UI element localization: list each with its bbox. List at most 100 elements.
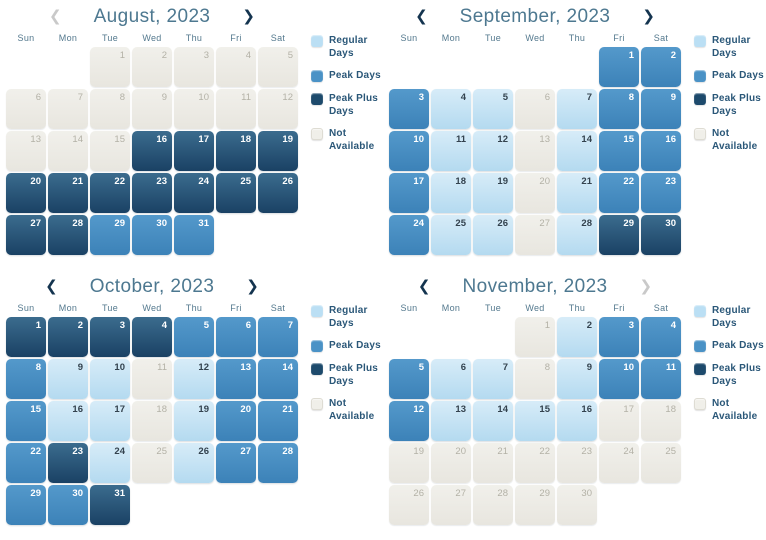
day-tile[interactable]: 8 (599, 89, 639, 129)
day-tile[interactable]: 30 (48, 485, 88, 525)
day-tile[interactable]: 5 (473, 89, 513, 129)
day-tile[interactable]: 19 (473, 173, 513, 213)
day-tile[interactable]: 20 (6, 173, 46, 213)
day-tile[interactable]: 11 (641, 359, 681, 399)
day-tile[interactable]: 21 (48, 173, 88, 213)
day-tile[interactable]: 12 (473, 131, 513, 171)
day-tile[interactable]: 22 (6, 443, 46, 483)
day-tile[interactable]: 9 (48, 359, 88, 399)
day-tile[interactable]: 21 (258, 401, 298, 441)
day-tile[interactable]: 29 (599, 215, 639, 255)
day-tile[interactable]: 4 (431, 89, 471, 129)
legend-item-na: Not Available (311, 397, 383, 423)
day-tile[interactable]: 15 (6, 401, 46, 441)
day-tile[interactable]: 10 (599, 359, 639, 399)
day-tile[interactable]: 5 (174, 317, 214, 357)
day-tile[interactable]: 28 (557, 215, 597, 255)
day-tile[interactable]: 14 (557, 131, 597, 171)
prev-month-button[interactable]: ❮ (45, 277, 58, 295)
day-tile[interactable]: 24 (389, 215, 429, 255)
prev-month-button[interactable]: ❮ (415, 7, 428, 25)
day-tile[interactable]: 10 (389, 131, 429, 171)
day-tile[interactable]: 13 (431, 401, 471, 441)
day-tile[interactable]: 22 (599, 173, 639, 213)
next-month-button[interactable]: ❯ (242, 7, 255, 25)
day-tile[interactable]: 12 (389, 401, 429, 441)
day-tile[interactable]: 5 (389, 359, 429, 399)
prev-month-button[interactable]: ❮ (417, 277, 431, 295)
day-tile[interactable]: 16 (132, 131, 172, 171)
day-tile[interactable]: 3 (389, 89, 429, 129)
empty-cell (557, 47, 597, 87)
day-tile[interactable]: 30 (641, 215, 681, 255)
day-tile[interactable]: 7 (473, 359, 513, 399)
day-tile[interactable]: 2 (641, 47, 681, 87)
day-tile[interactable]: 22 (90, 173, 130, 213)
day-tile[interactable]: 23 (132, 173, 172, 213)
day-tile[interactable]: 21 (557, 173, 597, 213)
day-tile: 25 (132, 443, 172, 483)
day-tile[interactable]: 2 (557, 317, 597, 357)
day-tile[interactable]: 28 (48, 215, 88, 255)
day-tile[interactable]: 23 (641, 173, 681, 213)
day-tile[interactable]: 9 (557, 359, 597, 399)
day-tile[interactable]: 27 (6, 215, 46, 255)
day-tile[interactable]: 19 (174, 401, 214, 441)
day-tile[interactable]: 14 (473, 401, 513, 441)
day-tile[interactable]: 18 (216, 131, 256, 171)
day-tile[interactable]: 24 (174, 173, 214, 213)
day-tile[interactable]: 24 (90, 443, 130, 483)
day-tile[interactable]: 7 (258, 317, 298, 357)
day-tile: 27 (431, 485, 471, 525)
day-tile[interactable]: 28 (258, 443, 298, 483)
day-tile[interactable]: 17 (389, 173, 429, 213)
day-number: 29 (623, 218, 634, 229)
next-month-button[interactable]: ❯ (642, 7, 655, 25)
day-tile[interactable]: 16 (48, 401, 88, 441)
day-tile[interactable]: 11 (431, 131, 471, 171)
day-tile[interactable]: 15 (515, 401, 555, 441)
day-tile[interactable]: 25 (216, 173, 256, 213)
day-tile[interactable]: 16 (641, 131, 681, 171)
day-tile[interactable]: 23 (48, 443, 88, 483)
day-tile[interactable]: 6 (216, 317, 256, 357)
day-tile[interactable]: 31 (90, 485, 130, 525)
day-tile[interactable]: 27 (216, 443, 256, 483)
day-tile[interactable]: 7 (557, 89, 597, 129)
day-tile[interactable]: 29 (6, 485, 46, 525)
day-tile[interactable]: 6 (431, 359, 471, 399)
day-tile[interactable]: 19 (258, 131, 298, 171)
day-tile[interactable]: 26 (258, 173, 298, 213)
day-tile[interactable]: 15 (599, 131, 639, 171)
day-tile[interactable]: 17 (90, 401, 130, 441)
day-tile[interactable]: 10 (90, 359, 130, 399)
day-tile[interactable]: 25 (431, 215, 471, 255)
calendar-panel-september: ❮ September, 2023 ❯ Sun Mon Tue Wed Thu Fri Sa… (383, 0, 766, 270)
day-tile[interactable]: 30 (132, 215, 172, 255)
legend-label: Peak Plus Days (329, 92, 379, 117)
day-number: 16 (72, 404, 83, 415)
next-month-button[interactable]: ❯ (246, 277, 259, 295)
day-tile[interactable]: 8 (6, 359, 46, 399)
day-tile[interactable]: 20 (216, 401, 256, 441)
day-tile[interactable]: 13 (216, 359, 256, 399)
day-tile[interactable]: 3 (90, 317, 130, 357)
day-tile[interactable]: 4 (641, 317, 681, 357)
day-tile[interactable]: 9 (641, 89, 681, 129)
day-tile[interactable]: 1 (6, 317, 46, 357)
day-tile[interactable]: 18 (431, 173, 471, 213)
day-tile[interactable]: 14 (258, 359, 298, 399)
day-tile[interactable]: 31 (174, 215, 214, 255)
day-tile[interactable]: 1 (599, 47, 639, 87)
day-tile[interactable]: 3 (599, 317, 639, 357)
day-tile[interactable]: 2 (48, 317, 88, 357)
day-tile[interactable]: 4 (132, 317, 172, 357)
legend-label: Regular Days (712, 305, 751, 330)
day-tile[interactable]: 16 (557, 401, 597, 441)
day-tile[interactable]: 12 (174, 359, 214, 399)
day-tile[interactable]: 26 (473, 215, 513, 255)
day-tile[interactable]: 17 (174, 131, 214, 171)
day-tile[interactable]: 26 (174, 443, 214, 483)
day-number: 29 (30, 488, 41, 499)
day-tile[interactable]: 29 (90, 215, 130, 255)
